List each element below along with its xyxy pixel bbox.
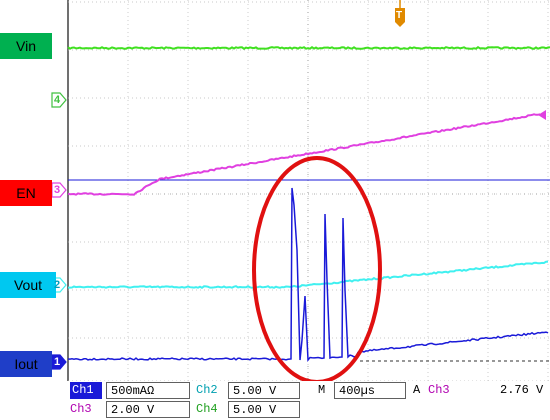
iout-trace — [67, 187, 549, 363]
ch1-marker-number: 1 — [54, 356, 61, 368]
highlight-ellipse — [252, 156, 382, 384]
ch3-level-arrow-icon — [538, 110, 546, 120]
ch4-marker-number: 4 — [54, 94, 61, 106]
ch1-name[interactable]: Ch1 — [70, 382, 102, 399]
vout-label: Vout — [0, 272, 56, 298]
timebase-prefix: M — [318, 383, 326, 397]
trigger-level[interactable]: 2.76 V — [500, 383, 544, 397]
status-bar: Ch1 500mAΩ Ch2 5.00 V Ch3 2.00 V Ch4 5.0… — [68, 381, 550, 420]
ch4-scale[interactable]: 5.00 V — [228, 401, 300, 418]
ch2-scale[interactable]: 5.00 V — [228, 382, 300, 399]
trigger-position-icon — [395, 8, 405, 27]
vout-trace — [68, 260, 549, 289]
ch3-name[interactable]: Ch3 — [70, 402, 92, 416]
en-label: EN — [0, 180, 52, 206]
ch3-offset-marker-icon — [51, 182, 67, 198]
en-trace — [67, 113, 541, 196]
trigger-mode: A — [413, 383, 421, 397]
vin-label: Vin — [0, 33, 52, 59]
ch3-marker-number: 3 — [54, 184, 61, 196]
iout-label: Iout — [0, 351, 52, 377]
ch3-scale[interactable]: 2.00 V — [106, 401, 190, 418]
ch1-offset-marker-icon — [51, 354, 67, 370]
trigger-marker-letter: T — [396, 10, 403, 21]
ch2-marker-number: 2 — [54, 279, 61, 291]
graticule — [67, 0, 550, 382]
timebase-value[interactable]: 400µs — [334, 382, 406, 399]
ch1-scale[interactable]: 500mAΩ — [106, 382, 190, 399]
ch2-name[interactable]: Ch2 — [196, 383, 218, 397]
vin-trace — [67, 45, 550, 51]
ch4-name[interactable]: Ch4 — [196, 402, 218, 416]
trigger-channel[interactable]: Ch3 — [428, 383, 450, 397]
ch4-offset-marker-icon — [51, 92, 67, 108]
